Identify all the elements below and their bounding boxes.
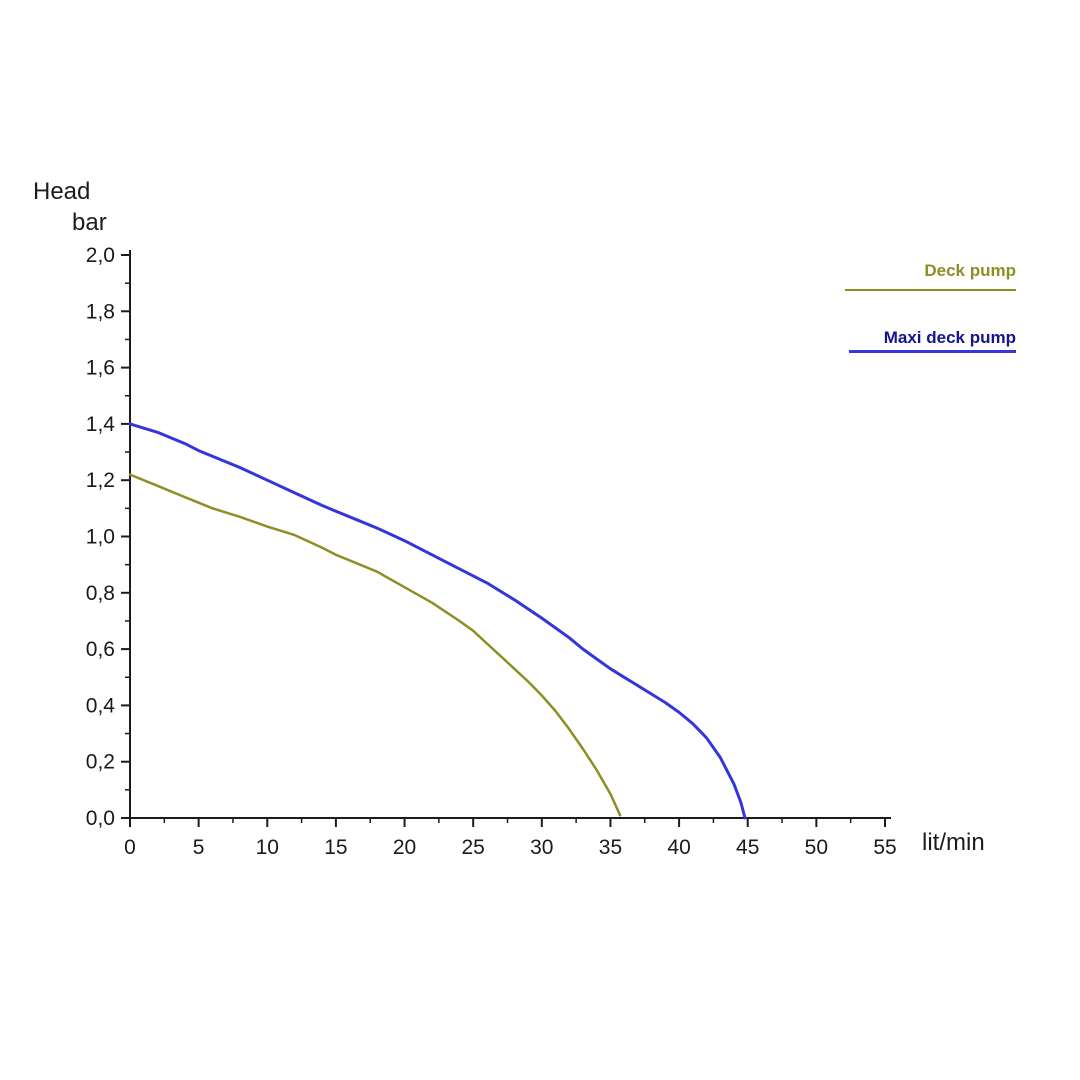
x-tick-label: 40 — [667, 836, 690, 859]
y-tick-label: 0,4 — [86, 694, 116, 717]
legend-label-maxi-deck-pump: Maxi deck pump — [883, 328, 1016, 347]
y-axis-title-head: Head — [33, 178, 91, 205]
y-tick-label: 1,4 — [86, 413, 116, 436]
legend-line-deck-pump — [845, 289, 1016, 291]
x-tick-label: 20 — [393, 836, 416, 859]
y-tick-label: 0,8 — [86, 582, 115, 605]
y-tick-label: 1,6 — [86, 357, 115, 380]
y-axis-title-bar: bar — [72, 209, 107, 236]
x-tick-label: 45 — [736, 836, 759, 859]
x-tick-label: 10 — [256, 836, 279, 859]
legend-label-deck-pump: Deck pump — [924, 261, 1016, 280]
series-curve-deck-pump — [128, 473, 622, 817]
legend-line-maxi-deck-pump — [849, 350, 1016, 353]
x-tick-label: 50 — [805, 836, 828, 859]
series-curve-maxi-deck-pump — [128, 422, 747, 820]
x-tick-label: 35 — [599, 836, 622, 859]
y-tick-label: 0,2 — [86, 751, 115, 774]
x-tick-label: 30 — [530, 836, 553, 859]
y-tick-label: 2,0 — [86, 244, 115, 267]
x-tick-label: 55 — [873, 836, 896, 859]
y-tick-label: 1,8 — [86, 300, 115, 323]
x-tick-label: 5 — [193, 836, 205, 859]
y-tick-label: 1,2 — [86, 469, 115, 492]
y-tick-label: 0,6 — [86, 638, 115, 661]
x-tick-label: 15 — [324, 836, 347, 859]
y-tick-label: 1,0 — [86, 526, 115, 549]
x-tick-label: 0 — [124, 836, 136, 859]
x-axis-title: lit/min — [922, 829, 985, 856]
y-tick-label: 0,0 — [86, 807, 115, 830]
x-tick-label: 25 — [462, 836, 485, 859]
